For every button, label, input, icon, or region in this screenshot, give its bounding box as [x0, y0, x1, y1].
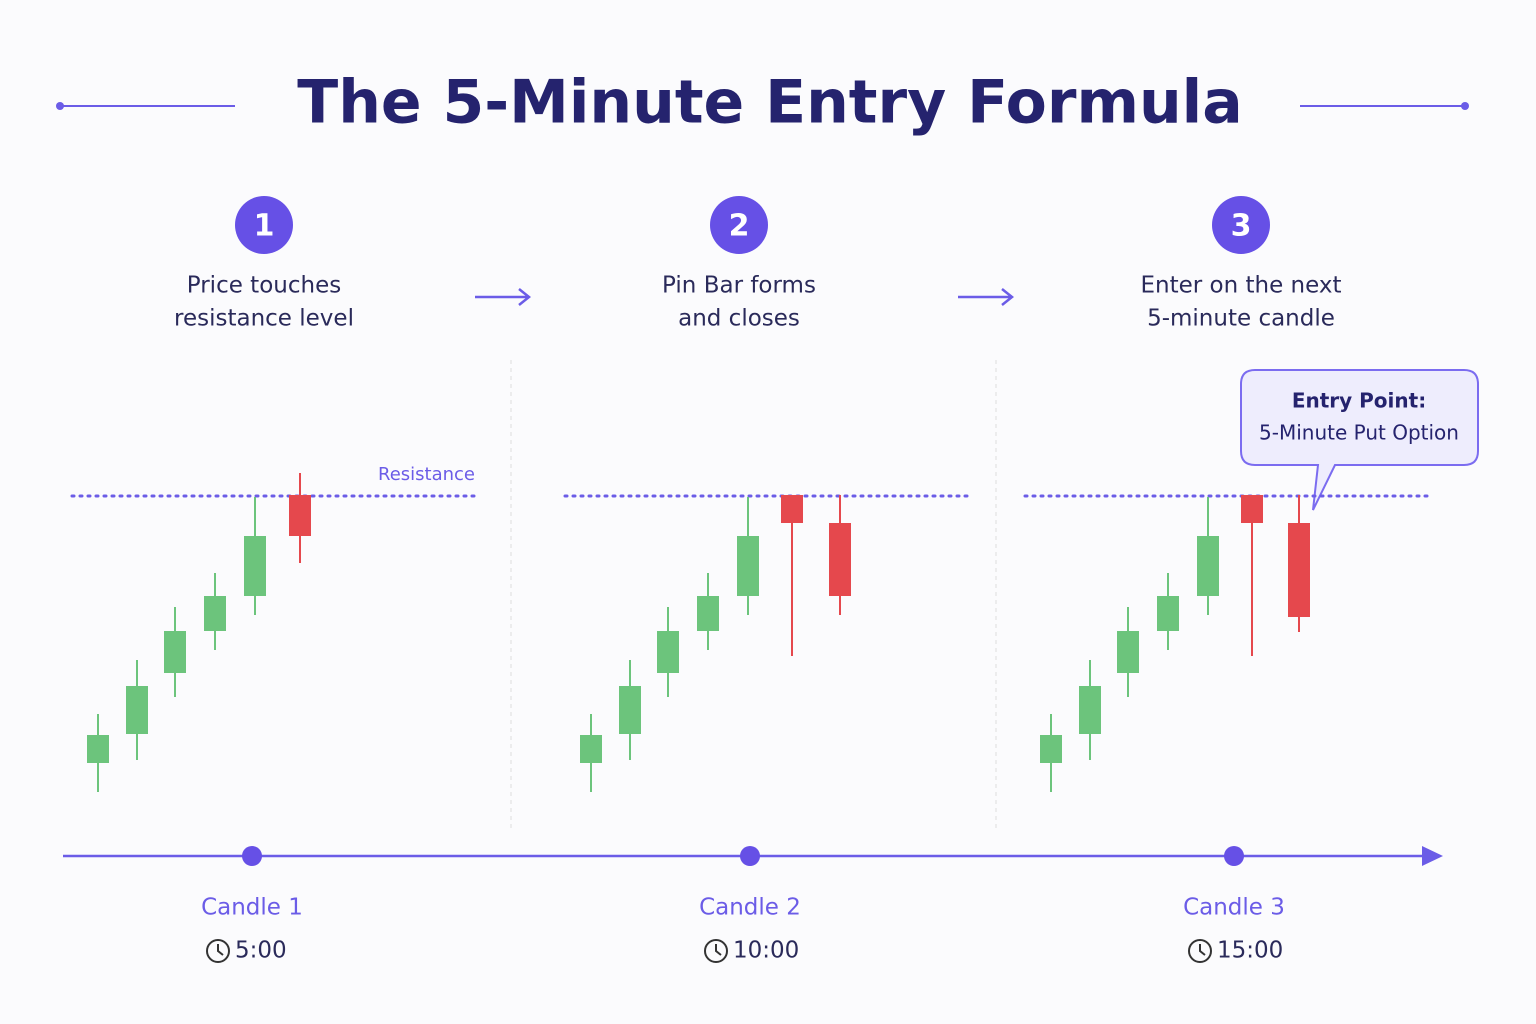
- candle-body: [580, 735, 602, 763]
- title: The 5-Minute Entry Formula: [297, 68, 1242, 138]
- step-text: resistance level: [174, 306, 354, 332]
- candle-body: [1079, 686, 1101, 734]
- candle-body: [657, 631, 679, 673]
- callout-title: Entry Point:: [1292, 389, 1426, 413]
- candle-body: [781, 495, 803, 523]
- clock-icon: [206, 939, 230, 963]
- clock-hands: [715, 944, 722, 956]
- step-text: Price touches: [187, 273, 341, 299]
- candle-body: [1040, 735, 1062, 763]
- step-number: 3: [1231, 209, 1252, 244]
- step-badge: [1212, 196, 1270, 254]
- candle-body: [1117, 631, 1139, 673]
- candle-time: 5:00: [235, 938, 287, 964]
- step-text: Pin Bar forms: [662, 273, 816, 299]
- candle-label: Candle 1: [201, 895, 303, 921]
- candle-body: [1288, 523, 1310, 617]
- candle-body: [1157, 596, 1179, 631]
- timeline-dot: [740, 846, 760, 866]
- clock-icon: [704, 939, 728, 963]
- candle-body: [1241, 495, 1263, 523]
- step-text: and closes: [678, 306, 800, 332]
- clock-hands: [217, 944, 224, 956]
- resistance-label: Resistance: [378, 464, 475, 485]
- timeline-dot: [242, 846, 262, 866]
- title-rule-dot: [56, 102, 64, 110]
- title-rule-dot: [1461, 102, 1469, 110]
- step-text: 5-minute candle: [1147, 306, 1335, 332]
- callout: Entry Point: 5-Minute Put Option: [1240, 369, 1479, 511]
- candle-body: [164, 631, 186, 673]
- callout-box: [1240, 369, 1479, 511]
- candle-time: 10:00: [733, 938, 799, 964]
- step-number: 2: [729, 209, 750, 244]
- candle-label: Candle 3: [1183, 895, 1285, 921]
- candle-body: [829, 523, 851, 596]
- candle-body: [204, 596, 226, 631]
- candle-body: [289, 495, 311, 536]
- candle-body: [87, 735, 109, 763]
- panel-divider: [510, 360, 997, 830]
- step-badge: [235, 196, 293, 254]
- clock-hands: [1199, 944, 1206, 956]
- candle-body: [737, 536, 759, 596]
- timeline-dot: [1224, 846, 1244, 866]
- candle-body: [619, 686, 641, 734]
- step-text: Enter on the next: [1140, 273, 1341, 299]
- clock-icon: [1188, 939, 1212, 963]
- candle-time: 15:00: [1217, 938, 1283, 964]
- candle-body: [244, 536, 266, 596]
- callout-text: 5-Minute Put Option: [1259, 421, 1459, 445]
- timeline-arrowhead: [1422, 846, 1443, 866]
- step-arrow: [475, 288, 1015, 306]
- candle-body: [1197, 536, 1219, 596]
- candle-label: Candle 2: [699, 895, 801, 921]
- candle-body: [697, 596, 719, 631]
- candle-body: [126, 686, 148, 734]
- step-badge: [710, 196, 768, 254]
- step-number: 1: [254, 209, 275, 244]
